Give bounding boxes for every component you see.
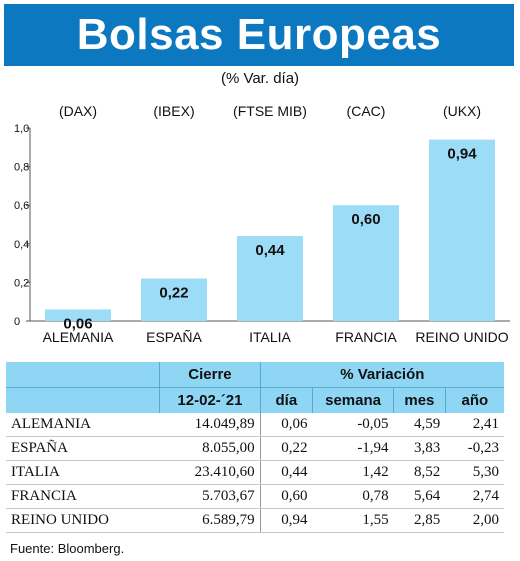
cell-cierre: 6.589,79 [159,508,261,533]
cell-anio: 2,74 [445,484,504,509]
bar [141,278,207,321]
bar [333,205,399,321]
category-label: FRANCIA [335,329,397,345]
table-body: ALEMANIA 14.049,89 0,06 -0,05 4,59 2,41 ESPAÑA… [6,413,504,533]
y-tick-label: 0 [14,316,20,328]
cell-mes: 4,59 [393,413,446,437]
cell-semana: 1,55 [312,508,394,533]
category-label: ITALIA [249,329,291,345]
cell-semana: 0,78 [312,484,394,509]
y-tick-label: 0,6 [14,200,29,212]
cell-dia: 0,22 [260,436,313,461]
cell-semana: -0,05 [312,413,394,437]
table-header-fecha: 12-02-´21 [159,387,261,413]
y-tick-label: 1,0 [14,123,29,135]
cell-pais: ALEMANIA [6,413,160,437]
table-row: ESPAÑA 8.055,00 0,22 -1,94 3,83 -0,23 [6,436,504,461]
y-tick-label: 0,4 [14,239,29,251]
bar-value-label: 0,44 [255,242,285,259]
category-label: ESPAÑA [146,329,202,345]
index-label: (CAC) [347,103,386,119]
cell-cierre: 5.703,67 [159,484,261,509]
chart-subtitle: (% Var. día) [220,70,300,87]
title-banner: Bolsas Europeas [4,4,514,66]
table-header-cierre: Cierre [159,362,261,388]
cell-pais: ESPAÑA [6,436,160,461]
table-row: REINO UNIDO 6.589,79 0,94 1,55 2,85 2,00 [6,508,504,533]
cell-anio: 2,00 [445,508,504,533]
source-note: Fuente: Bloomberg. [10,541,125,556]
cell-dia: 0,44 [260,460,313,485]
table-header-row-1: Cierre % Variación [6,362,504,388]
cell-cierre: 14.049,89 [159,413,261,437]
cell-semana: -1,94 [312,436,394,461]
table-header-anio: año [445,387,504,413]
cell-cierre: 23.410,60 [159,460,261,485]
bar-value-label: 0,60 [351,211,380,228]
bar [429,139,495,321]
index-label: (DAX) [59,103,97,119]
table-row: ITALIA 23.410,60 0,44 1,42 8,52 5,30 [6,460,504,485]
index-label: (FTSE MIB) [233,103,307,119]
bar-value-label: 0,22 [159,285,188,302]
data-table: Cierre % Variación 12-02-´21 día semana … [6,362,504,533]
cell-dia: 0,60 [260,484,313,509]
cell-mes: 5,64 [393,484,446,509]
table-header-blank-2 [6,387,161,413]
cell-anio: -0,23 [445,436,504,461]
cell-dia: 0,94 [260,508,313,533]
table-header-row-2: 12-02-´21 día semana mes año [6,387,504,413]
cell-pais: REINO UNIDO [6,508,160,533]
bar-chart: 0 0,2 0,4 0,6 0,8 1,0 0,06 ALEMANIA (DAX) 0,22 ESP… [0,96,520,348]
chart-title: Bolsas Europeas [76,10,442,59]
cell-mes: 8,52 [393,460,446,485]
table-header-semana: semana [312,387,395,413]
table-header-dia: día [260,387,314,413]
cell-cierre: 8.055,00 [159,436,261,461]
bar-value-label: 0,06 [63,315,92,332]
table-header-variacion: % Variación [260,362,504,388]
y-tick-label: 0,8 [14,162,29,174]
index-label: (UKX) [443,103,481,119]
cell-dia: 0,06 [260,413,313,437]
category-label: REINO UNIDO [415,329,508,345]
cell-mes: 2,85 [393,508,446,533]
cell-pais: ITALIA [6,460,160,485]
cell-anio: 5,30 [445,460,504,485]
cell-pais: FRANCIA [6,484,160,509]
cell-mes: 3,83 [393,436,446,461]
bar-value-label: 0,94 [447,146,477,163]
index-label: (IBEX) [153,103,194,119]
cell-semana: 1,42 [312,460,394,485]
cell-anio: 2,41 [445,413,504,437]
bar [45,309,111,321]
table-header-mes: mes [393,387,446,413]
bar [237,236,303,321]
table-row: ALEMANIA 14.049,89 0,06 -0,05 4,59 2,41 [6,413,504,437]
table-row: FRANCIA 5.703,67 0,60 0,78 5,64 2,74 [6,484,504,509]
y-tick-label: 0,2 [14,277,29,289]
table-header-blank [6,362,161,388]
category-label: ALEMANIA [43,329,114,345]
